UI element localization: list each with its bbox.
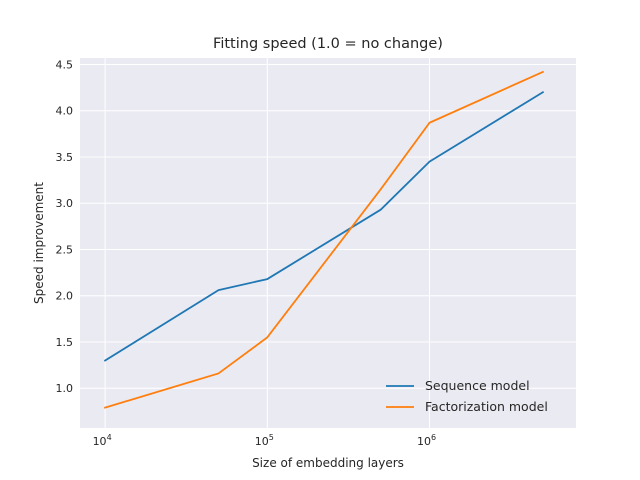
legend-label-factorization-model: Factorization model: [425, 399, 548, 414]
x-tick-label: 106: [417, 433, 436, 448]
series-line-sequence-model: [103, 90, 545, 362]
y-tick-label: 3.5: [56, 151, 74, 164]
y-tick-label: 2.0: [56, 290, 74, 303]
y-tick-label: 4.5: [56, 58, 74, 71]
grid-lines: [80, 58, 576, 428]
y-tick-label: 4.0: [56, 105, 74, 118]
y-tick-label: 1.0: [56, 382, 74, 395]
series-lines: [103, 70, 545, 409]
series-line-factorization-model: [103, 70, 545, 409]
x-tick-labels: 104 105 106: [93, 433, 436, 448]
y-tick-labels: 1.0 1.5 2.0 2.5 3.0 3.5 4.0 4.5: [56, 58, 74, 395]
legend: Sequence model Factorization model: [386, 378, 548, 414]
y-axis-label: Speed improvement: [32, 182, 46, 304]
y-tick-label: 1.5: [56, 336, 74, 349]
x-axis-label: Size of embedding layers: [252, 456, 404, 470]
x-tick-label: 105: [255, 433, 274, 448]
legend-label-sequence-model: Sequence model: [425, 378, 530, 393]
x-tick-label: 104: [93, 433, 112, 448]
plot-background: [80, 58, 576, 428]
chart-title: Fitting speed (1.0 = no change): [213, 36, 443, 52]
y-tick-label: 2.5: [56, 243, 74, 256]
y-tick-label: 3.0: [56, 197, 74, 210]
